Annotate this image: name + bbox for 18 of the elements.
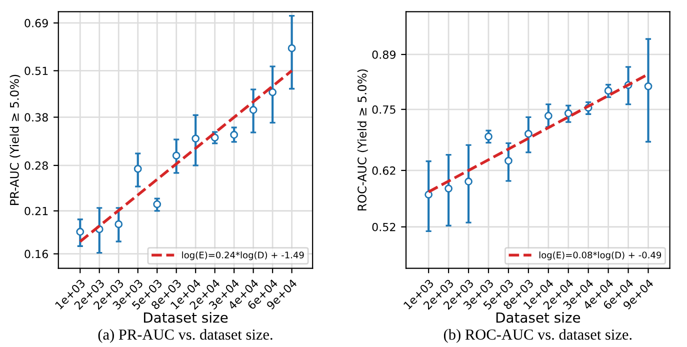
y-axis-title: ROC-AUC (Yield ≥ 5.0%) (357, 69, 368, 210)
y-tick-label: 0.28 (24, 161, 48, 170)
x-axis-title: Dataset size (144, 312, 228, 323)
y-tick-label: 0.51 (24, 66, 48, 76)
text: (b) ROC-AUC vs. dataset size. (444, 328, 632, 343)
x-axis-title: Dataset size (496, 312, 580, 323)
text: (a) PR-AUC vs. dataset size. (98, 328, 272, 343)
y-tick-label: 0.52 (372, 222, 396, 232)
y-tick-label: 0.69 (24, 18, 48, 28)
y-tick-label: 0.16 (24, 250, 48, 258)
y-tick-label: 0.21 (24, 206, 48, 216)
y-tick-label: 0.38 (24, 113, 48, 122)
y-tick-label: 0.89 (372, 50, 396, 59)
legend-label: log(E)=0.08*log(D) + -0.49 (539, 251, 662, 260)
y-tick-label: 0.75 (372, 105, 396, 114)
y-axis-title: PR-AUC (Yield ≥ 5.0%) (10, 74, 20, 205)
legend-label: log(E)=0.24*log(D) + -1.49 (182, 251, 304, 260)
y-tick-label: 0.62 (372, 166, 396, 175)
